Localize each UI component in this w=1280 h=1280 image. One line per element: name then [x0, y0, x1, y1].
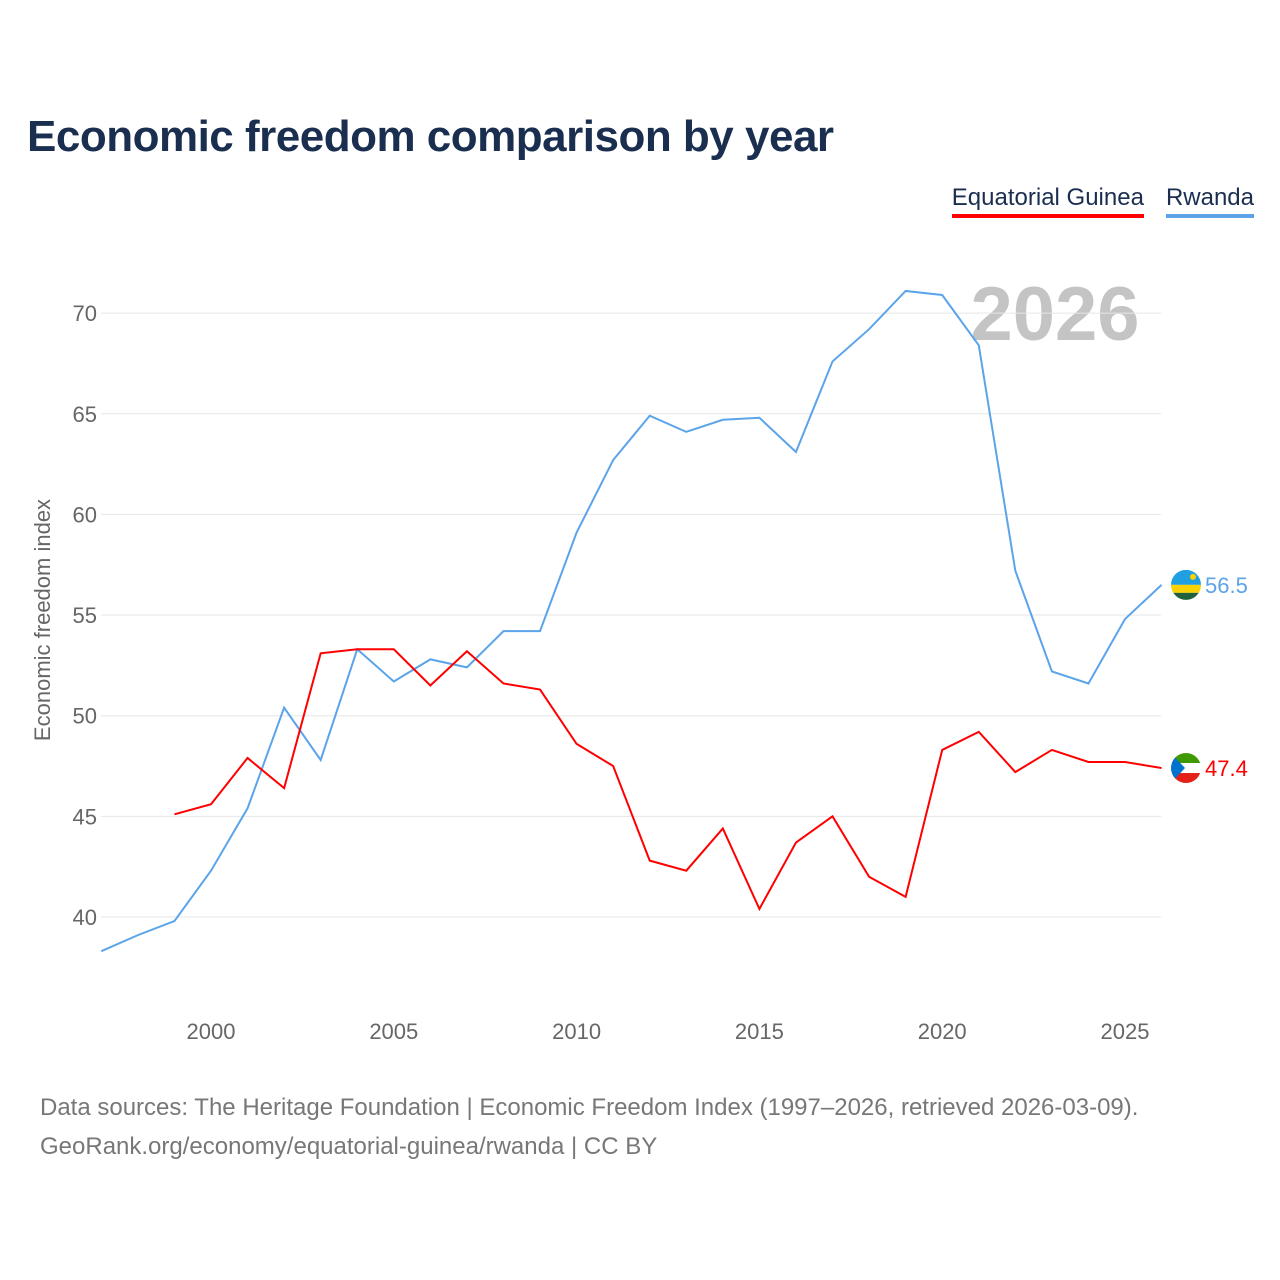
y-tick-label: 70	[73, 301, 97, 326]
y-axis-label: Economic freedom index	[30, 499, 55, 741]
legend-equatorial-guinea[interactable]: Equatorial Guinea	[951, 184, 1144, 218]
chart-title: Economic freedom comparison by year	[27, 112, 834, 161]
legend: Equatorial Guinea Rwanda	[951, 184, 1254, 218]
y-tick-label: 65	[73, 402, 97, 427]
x-tick-label: 2010	[552, 1019, 601, 1044]
source-link[interactable]: GeoRank.org/economy/equatorial-guinea/rw…	[40, 1133, 658, 1160]
equatorial-guinea-flag-icon	[1171, 753, 1201, 784]
y-tick-label: 50	[73, 704, 97, 729]
footer: Data sources: The Heritage Foundation | …	[40, 1088, 1138, 1166]
y-tick-label: 60	[73, 502, 97, 527]
end-value-label: 47.4	[1205, 756, 1248, 781]
series-line-equatorial-guinea	[174, 648, 1162, 912]
y-tick-label: 40	[73, 905, 97, 930]
rwanda-flag-icon	[1171, 569, 1201, 600]
line-chart: 2026 40 45 50 55 60 65 70 2000 2005 2010 2015 2020 20…	[30, 272, 1248, 1044]
legend-rwanda[interactable]: Rwanda	[1165, 184, 1254, 218]
y-tick-label: 45	[73, 804, 97, 829]
x-tick-label: 2025	[1101, 1019, 1150, 1044]
end-value-label: 56.5	[1205, 573, 1248, 598]
y-tick-label: 55	[73, 603, 97, 628]
year-watermark: 2026	[970, 272, 1139, 357]
x-tick-label: 2005	[369, 1019, 418, 1044]
x-tick-label: 2020	[918, 1019, 967, 1044]
x-tick-label: 2015	[735, 1019, 784, 1044]
x-tick-label: 2000	[187, 1019, 236, 1044]
data-source: Data sources: The Heritage Foundation | …	[40, 1094, 1139, 1121]
series-line-rwanda	[100, 289, 1163, 953]
